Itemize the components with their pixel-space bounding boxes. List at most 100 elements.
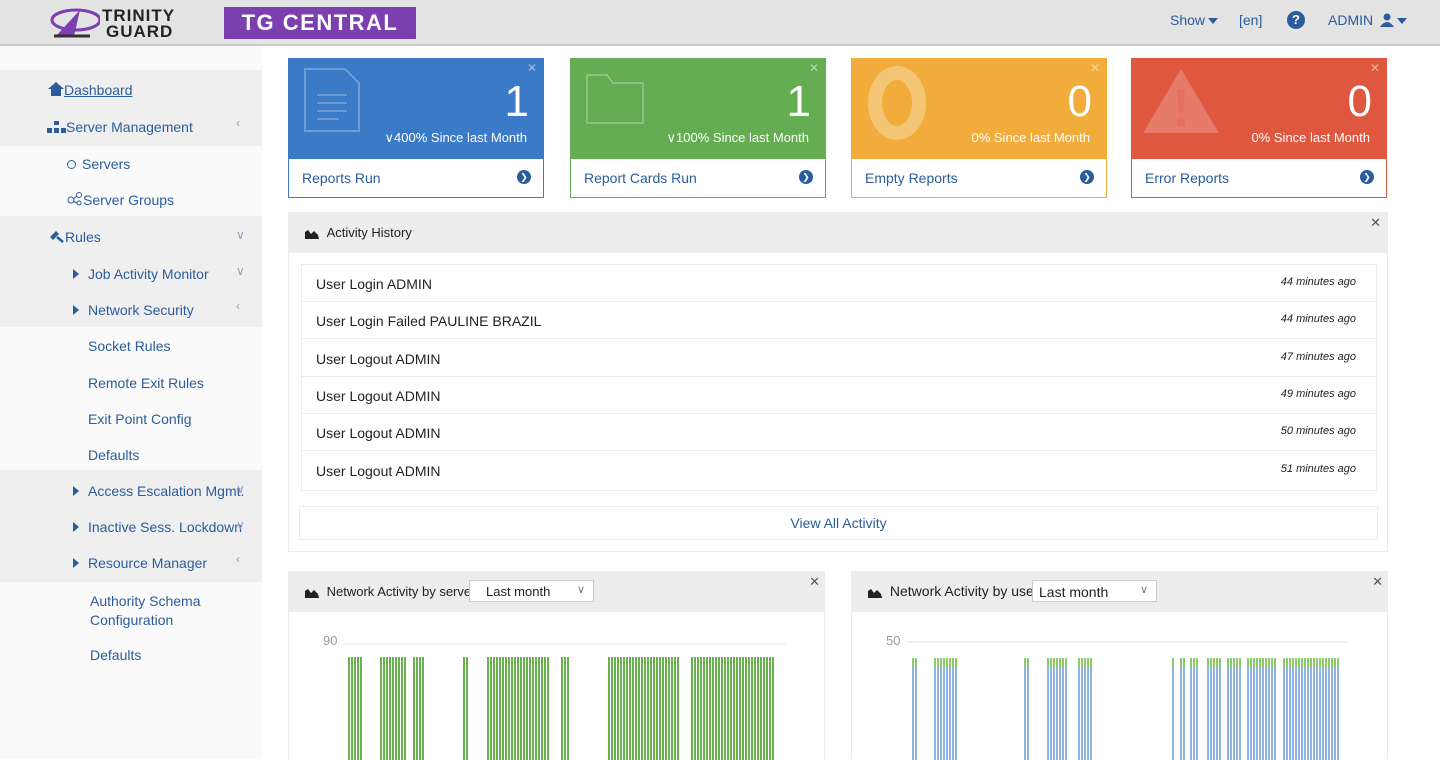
chart-bar-cap [1247,658,1249,667]
error-reports-card[interactable]: ✕ 0 0% Since last Month Error Reports ❯ [1131,58,1387,198]
chart-bar [946,658,948,760]
sidebar-item-defaults-2[interactable]: Defaults [90,647,142,663]
sidebar-item-label: Resource Manager [88,555,208,571]
chart-bar [1331,658,1333,760]
chart-bar [674,657,676,760]
sidebar-item-dashboard[interactable]: Dashboard [48,82,133,98]
chart-bar [505,657,507,760]
list-item[interactable]: User Logout ADMIN 47 minutes ago [302,340,1376,377]
chart-bar-cap [1027,658,1029,667]
user-menu[interactable]: ADMIN [1328,12,1408,28]
close-icon[interactable]: ✕ [808,61,819,75]
chart-bar-cap [1233,658,1235,667]
chart-bar [532,657,534,760]
show-menu[interactable]: Show [1170,12,1219,28]
close-icon[interactable]: ✕ [1372,574,1383,589]
chart-bar [1219,658,1221,760]
close-icon[interactable]: ✕ [1369,61,1380,75]
chart-bar [535,657,537,760]
chevron-down-icon[interactable]: ∨ [236,482,245,496]
folder-icon [586,74,644,124]
sidebar-item-job-activity-monitor[interactable]: Job Activity Monitor [73,266,209,282]
sidebar-item-server-management[interactable]: Server Management [47,119,193,135]
chart-bar [1062,658,1064,760]
chart-bar [1268,658,1270,760]
chart-bar-cap [1062,658,1064,667]
chart-bar-cap [1283,658,1285,667]
chart-bar [419,657,421,760]
chart-bar [1274,658,1276,760]
circle-icon [67,160,76,169]
language-selector[interactable]: [en] [1239,12,1263,28]
view-all-activity-button[interactable]: View All Activity [299,506,1378,540]
close-icon[interactable]: ✕ [526,61,537,75]
sidebar-item-server-groups[interactable]: Server Groups [67,192,174,208]
sidebar-item-exit-point-config[interactable]: Exit Point Config [88,411,192,427]
close-icon[interactable]: ✕ [809,574,820,589]
sidebar-item-defaults[interactable]: Defaults [88,447,140,463]
chart-bar-cap [1322,658,1324,667]
chart-bar [638,657,640,760]
logo-text-guard: GUARD [106,22,174,41]
chart-bar [611,657,613,760]
chart-bar-cap [1210,658,1212,667]
sidebar-item-authority-schema[interactable]: Authority Schema Configuration [90,592,201,630]
list-item[interactable]: User Login Failed PAULINE BRAZIL 44 minu… [302,302,1376,339]
close-icon[interactable]: ✕ [1370,215,1381,230]
chevron-down-icon: ∨ [384,130,395,145]
card-footer[interactable]: Error Reports ❯ [1132,159,1386,197]
chevron-left-icon[interactable]: ‹ [236,552,240,566]
activity-time: 51 minutes ago [1280,463,1356,475]
card-footer[interactable]: Reports Run ❯ [289,159,543,197]
chevron-down-icon[interactable]: ∨ [236,228,245,242]
chart-bar [739,657,741,760]
chart-bar-cap [946,658,948,667]
chart-bar [1059,658,1061,760]
period-select[interactable]: Last month ∨ [1032,580,1157,602]
chart-bar [1310,658,1312,760]
chevron-down-icon[interactable]: ∨ [236,264,245,278]
brand-title[interactable]: TG CENTRAL [224,7,416,39]
chevron-down-icon [1208,18,1219,25]
sidebar-item-inactive-lockdown[interactable]: Inactive Sess. Lockdown [73,519,242,535]
trinity-guard-logo[interactable]: TRINITY GUARD [50,6,190,40]
list-item[interactable]: User Logout ADMIN 49 minutes ago [302,377,1376,414]
chevron-left-icon[interactable]: ‹ [236,299,240,313]
arrow-right-circle-icon[interactable]: ❯ [1080,170,1094,184]
chevron-down-icon[interactable]: ∨ [236,518,245,532]
chart-bar-cap [912,658,914,667]
activity-text: User Login Failed PAULINE BRAZIL [316,313,542,329]
sidebar-item-servers[interactable]: Servers [67,156,130,172]
sidebar-item-socket-rules[interactable]: Socket Rules [88,338,171,354]
chevron-left-icon[interactable]: ‹ [236,116,240,130]
empty-reports-card[interactable]: ✕ 0 0% Since last Month Empty Reports ❯ [851,58,1107,198]
sidebar-item-resource-manager[interactable]: Resource Manager [73,555,207,571]
card-footer[interactable]: Empty Reports ❯ [852,159,1106,197]
sidebar-item-remote-exit-rules[interactable]: Remote Exit Rules [88,375,204,391]
chevron-down-icon: ∨ [1139,584,1148,596]
chart-bar-cap [1331,658,1333,667]
arrow-right-circle-icon[interactable]: ❯ [1360,170,1374,184]
list-item[interactable]: User Login ADMIN 44 minutes ago [302,265,1376,302]
sidebar-item-rules[interactable]: Rules [49,229,101,245]
chart-bar [1207,658,1209,760]
chart-bar [508,657,510,760]
chart-bar-cap [1289,658,1291,667]
chart-bar [1301,658,1303,760]
period-select[interactable]: Last month ∨ [469,580,594,602]
list-item[interactable]: User Logout ADMIN 51 minutes ago [302,452,1376,489]
sidebar-item-access-escalation[interactable]: Access Escalation Mgmt. [73,483,244,499]
chart-bar-cap [1230,658,1232,667]
sidebar: Dashboard Server Management ‹ Servers Se… [0,46,262,759]
reports-run-card[interactable]: ✕ 1 ∨400% Since last Month Reports Run ❯ [288,58,544,198]
sidebar-item-network-security[interactable]: Network Security [73,302,194,318]
list-item[interactable]: User Logout ADMIN 50 minutes ago [302,414,1376,451]
card-footer[interactable]: Report Cards Run ❯ [571,159,825,197]
help-icon[interactable]: ? [1287,11,1305,29]
chart-bar [523,657,525,760]
report-cards-run-card[interactable]: ✕ 1 ∨100% Since last Month Report Cards … [570,58,826,198]
arrow-right-circle-icon[interactable]: ❯ [517,170,531,184]
logo-text-trinity: TRINITY [102,6,176,25]
arrow-right-circle-icon[interactable]: ❯ [799,170,813,184]
close-icon[interactable]: ✕ [1089,61,1100,75]
